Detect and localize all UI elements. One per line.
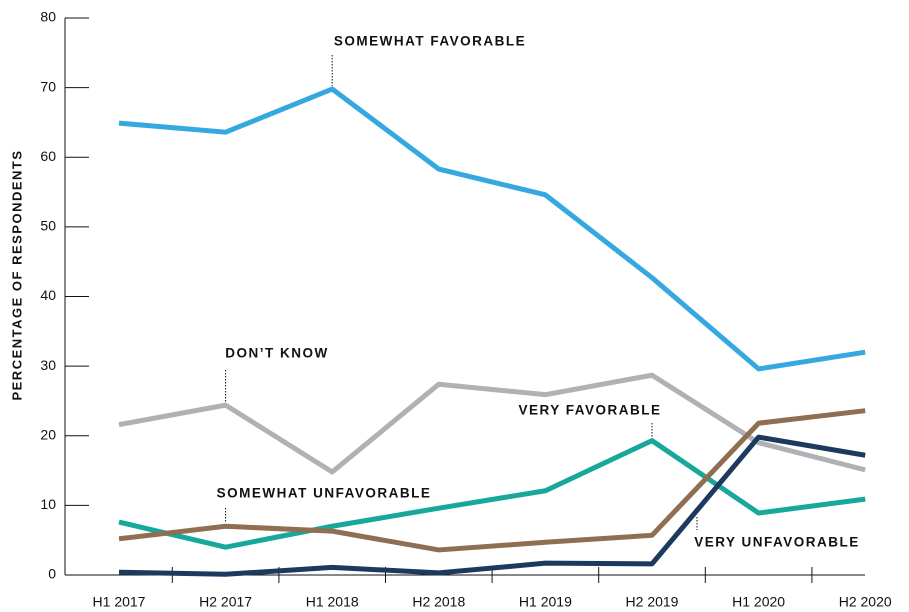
x-tick-label: H1 2019 <box>519 594 572 610</box>
y-tick-label: 0 <box>48 566 56 582</box>
y-tick-label: 50 <box>40 218 56 234</box>
y-axis-label: PERCENTAGE OF RESPONDENTS <box>9 149 24 400</box>
series-line <box>118 438 866 550</box>
x-tick-label: H1 2020 <box>732 594 785 610</box>
series-line <box>118 408 866 553</box>
y-tick-label: 70 <box>40 78 56 94</box>
y-tick-label: 20 <box>40 426 56 442</box>
x-tick-label: H1 2018 <box>306 594 359 610</box>
series-label: SOMEWHAT FAVORABLE <box>334 34 526 49</box>
y-tick-label: 60 <box>40 148 56 164</box>
series-label: VERY FAVORABLE <box>518 403 661 418</box>
x-tick-label: H2 2019 <box>626 594 679 610</box>
x-tick-label: H2 2020 <box>839 594 892 610</box>
series-line <box>118 86 866 372</box>
x-tick-label: H1 2017 <box>93 594 146 610</box>
series-line <box>118 434 866 577</box>
y-tick-label: 10 <box>40 496 56 512</box>
x-tick-label: H2 2017 <box>199 594 252 610</box>
series-label: SOMEWHAT UNFAVORABLE <box>217 486 432 501</box>
y-tick-label: 80 <box>40 9 56 25</box>
y-tick-label: 40 <box>40 287 56 303</box>
series-label: VERY UNFAVORABLE <box>694 535 860 550</box>
y-tick-label: 30 <box>40 357 56 373</box>
x-tick-label: H2 2018 <box>412 594 465 610</box>
series-label: DON’T KNOW <box>225 346 329 361</box>
series-line <box>118 372 866 475</box>
